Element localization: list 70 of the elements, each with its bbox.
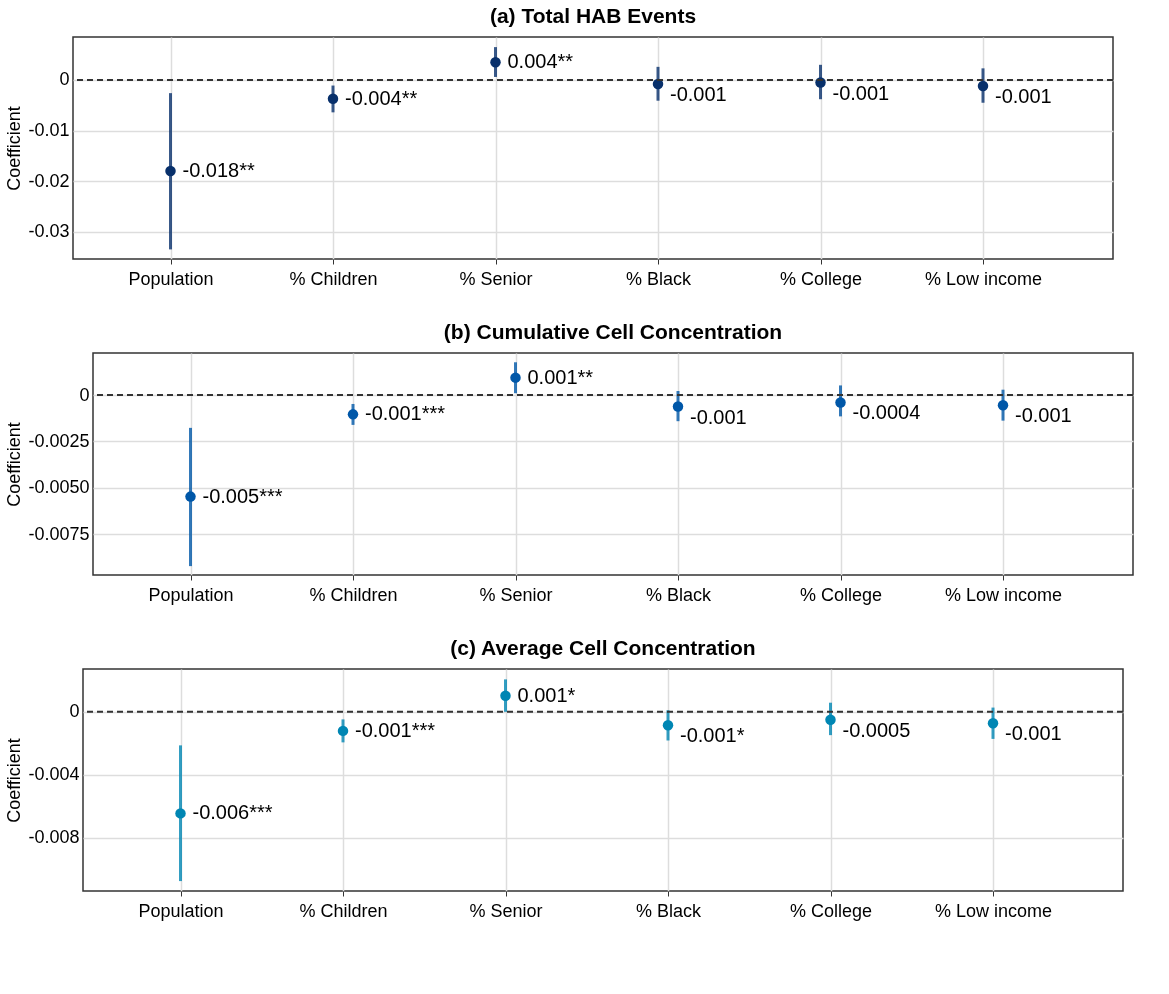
data-label: 0.001** [527,365,594,388]
data-label: -0.018** [182,159,255,182]
x-tick-label: % Senior [479,584,553,605]
point [835,397,846,408]
x-tick-label: % Black [645,584,713,605]
data-label: 0.001* [517,683,576,706]
data-label: -0.0004 [852,401,921,424]
point [165,165,176,177]
data-label: -0.001* [680,724,745,747]
x-tick-label: % Low income [944,584,1063,605]
x-tick-label: % Children [309,584,398,605]
x-tick-label: % Senior [459,268,533,289]
chart-title: (c) Average Cell Concentration [450,636,756,659]
y-tick-label: -0.01 [28,120,70,141]
x-tick-label: % Low income [934,900,1053,921]
y-tick-label: -0.03 [28,221,70,242]
data-label: -0.006*** [192,801,273,824]
point [510,372,521,383]
x-tick-label: % Low income [924,268,1043,289]
point [337,725,349,737]
data-label: -0.001*** [365,402,446,425]
x-tick-label: Population [138,900,224,921]
x-tick-label: % Children [299,900,388,921]
y-tick-label: -0.004 [28,764,80,785]
y-axis-title: Coefficient [4,106,25,191]
y-tick-label: 0 [79,384,90,405]
point [490,57,501,68]
data-label: -0.0005 [842,718,911,741]
y-tick-label: 0 [69,701,80,722]
data-label: -0.001 [690,405,747,428]
y-tick-label: -0.0025 [28,430,90,451]
y-tick-label: 0 [59,69,70,90]
data-label: -0.001 [1015,404,1072,427]
data-label: -0.005*** [202,484,283,507]
point [175,808,186,819]
data-label: 0.004** [507,50,574,73]
x-tick-label: % College [779,268,863,289]
data-label: -0.004** [345,86,418,109]
x-tick-label: % Senior [469,900,543,921]
point [997,400,1009,411]
point [185,491,196,502]
x-tick-label: % Children [289,268,378,289]
point [662,719,674,731]
chart-title: (b) Cumulative Cell Concentration [443,320,783,343]
x-tick-label: % College [799,584,883,605]
data-label: -0.001 [670,83,727,106]
point [825,714,836,725]
data-label: -0.001 [1005,722,1062,745]
point [347,409,359,420]
point [977,80,989,92]
data-label: -0.001*** [355,718,436,741]
y-tick-label: -0.0050 [28,477,90,498]
y-axis-title: Coefficient [4,422,25,507]
point [500,690,511,701]
x-tick-label: % College [789,900,873,921]
y-tick-label: -0.02 [28,170,70,191]
point [987,718,999,729]
point [327,93,339,104]
x-tick-label: % Black [635,900,703,921]
chart-title: (a) Total HAB Events [489,4,697,27]
x-tick-label: Population [128,268,214,289]
x-tick-label: Population [148,584,234,605]
point [672,401,684,412]
x-tick-label: % Black [625,268,693,289]
y-axis-title: Coefficient [4,738,25,823]
y-tick-label: -0.008 [28,827,80,848]
y-tick-label: -0.0075 [28,523,90,544]
data-label: -0.001 [832,81,890,104]
point [652,78,664,90]
data-label: -0.001 [995,85,1052,108]
